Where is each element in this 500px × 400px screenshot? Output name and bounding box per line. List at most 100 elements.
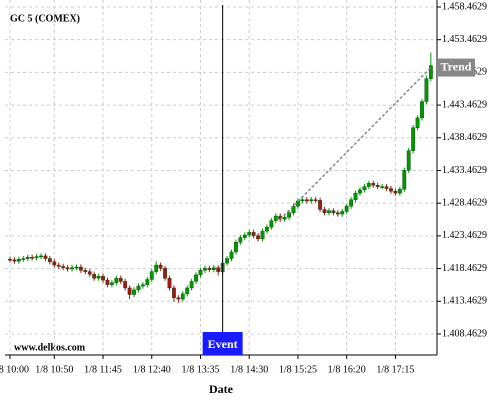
candle-body (87, 271, 92, 275)
trend-label: Trend (441, 59, 472, 73)
candle-body (247, 232, 252, 236)
candle-body (118, 277, 123, 282)
x-tick-label: 1/8 11:45 (84, 364, 122, 375)
candle-body (327, 210, 331, 213)
candle-body (313, 199, 318, 201)
candle-body (65, 267, 70, 270)
candle-body (234, 241, 238, 253)
candle-body (140, 284, 145, 287)
candle-body (318, 200, 322, 210)
candle-body (136, 285, 141, 291)
y-tick-label: 1.453.4629 (442, 34, 487, 45)
candle-body (43, 255, 48, 259)
candle-body (349, 199, 354, 207)
candle-body (176, 297, 181, 300)
candle-body (362, 186, 367, 191)
candle-body (83, 270, 88, 272)
x-tick-label: 1/8 12:40 (133, 364, 171, 375)
candle-body (242, 234, 247, 238)
candle-body (309, 199, 314, 202)
candle-body (70, 267, 74, 270)
candle-body (375, 185, 380, 187)
candle-body (397, 189, 402, 194)
candle-body (406, 150, 411, 171)
x-tick-label: 1/8 16:20 (328, 364, 366, 375)
candle-body (12, 259, 17, 262)
y-tick-label: 1.438.4629 (442, 132, 487, 143)
candle-body (198, 270, 203, 276)
candle-body (269, 220, 274, 228)
candle-body (132, 289, 136, 295)
candle-body (189, 281, 194, 289)
x-tick-label: 1/8 17:15 (376, 364, 414, 375)
trend-line (279, 67, 432, 220)
candle-body (344, 206, 349, 212)
candle-body (52, 261, 57, 266)
candle-body (229, 251, 234, 259)
candle-body (96, 275, 101, 279)
candle-body (428, 65, 433, 79)
y-tick-label: 1.408.4629 (442, 328, 487, 339)
y-tick-label: 1.443.4629 (442, 99, 487, 110)
candle-body (114, 277, 119, 283)
candle-body (47, 258, 52, 263)
candle-body (331, 210, 336, 213)
candle-body (353, 192, 358, 200)
candle-body (123, 281, 128, 289)
event-label-box (202, 332, 243, 355)
candle-body (78, 266, 83, 271)
candle-body (402, 170, 407, 190)
candle-body (358, 189, 362, 194)
candle-body (238, 237, 243, 243)
candle-body (172, 287, 176, 298)
candle-body (211, 267, 216, 270)
candle-body (282, 217, 287, 220)
x-tick-label: 1/8 10:00 (0, 364, 29, 375)
event-label: Event (208, 337, 238, 351)
y-tick-label: 1.433.4629 (442, 165, 487, 176)
candle-body (203, 268, 207, 271)
trend-label-box (437, 58, 475, 77)
candle-body (109, 282, 114, 285)
y-tick-label: 1.428.4629 (442, 197, 487, 208)
candle-body (154, 264, 159, 272)
candle-body (380, 186, 385, 188)
candle-body (216, 267, 221, 272)
y-tick-label: 1.413.4629 (442, 296, 487, 307)
candle-body (21, 258, 26, 260)
candle-body (16, 258, 21, 262)
y-tick-label: 1.458.4629 (442, 1, 487, 12)
candle-body (393, 190, 398, 194)
candle-body (256, 235, 260, 240)
candle-body (335, 212, 340, 215)
candle-body (61, 266, 66, 268)
candle-body (194, 274, 198, 282)
candle-body (180, 293, 185, 300)
x-tick-label: 1/8 10:50 (35, 364, 73, 375)
candle-body (39, 255, 43, 258)
candle-body (389, 188, 393, 192)
candle-body (225, 258, 229, 264)
candle-body (207, 268, 212, 270)
candle-body (420, 101, 424, 119)
candle-body (251, 232, 256, 236)
candle-body (56, 264, 61, 267)
candle-body (411, 127, 416, 151)
x-tick-label: 1/8 15:25 (279, 364, 317, 375)
candle-body (158, 264, 163, 269)
x-tick-label: 1/8 14:30 (230, 364, 268, 375)
candle-body (340, 211, 345, 215)
y-tick-label: 1.418.4629 (442, 263, 487, 274)
watermark: www.delkos.com (14, 342, 86, 353)
candle-body (163, 268, 167, 279)
candle-body (366, 183, 371, 187)
candle-body (384, 186, 389, 189)
candle-body (273, 215, 278, 221)
candle-body (105, 279, 110, 285)
candle-body (424, 78, 429, 102)
candle-body (8, 258, 12, 261)
candle-body (92, 274, 97, 279)
candle-body (127, 287, 132, 295)
x-axis-title: Date (209, 382, 234, 396)
candle-body (185, 287, 190, 295)
